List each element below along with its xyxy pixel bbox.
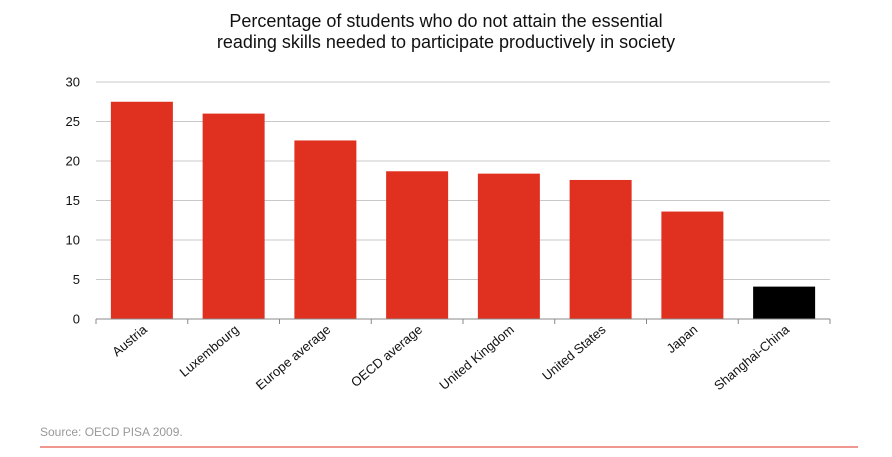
bar-oecd-average	[386, 171, 449, 319]
bars	[110, 101, 816, 319]
bar-austria	[110, 101, 173, 319]
y-tick-label: 30	[66, 75, 80, 90]
y-tick-label: 10	[66, 233, 80, 248]
bar-luxembourg	[202, 113, 265, 319]
category-label: Japan	[664, 322, 701, 356]
category-label: Austria	[109, 321, 150, 359]
bar-shanghai-china	[753, 286, 816, 319]
category-label: Luxembourg	[177, 322, 242, 380]
category-label: Europe average	[253, 322, 334, 393]
y-tick-label: 15	[66, 193, 80, 208]
category-label: United States	[539, 321, 609, 383]
chart-title-line-2: reading skills needed to participate pro…	[217, 32, 675, 52]
bar-europe-average	[294, 140, 357, 319]
category-label: Shanghai-China	[711, 321, 793, 393]
chart-title-line-1: Percentage of students who do not attain…	[229, 11, 662, 31]
chart-footer: Source: OECD PISA 2009.	[40, 425, 858, 448]
category-label: United Kingdom	[436, 322, 517, 393]
bar-united-states	[569, 179, 632, 319]
y-tick-label: 25	[66, 114, 80, 129]
y-tick-label: 5	[73, 272, 80, 287]
x-axis	[95, 318, 831, 324]
x-axis-category-labels: Austria Luxembourg Europe average OECD aver…	[109, 321, 792, 393]
y-axis-tick-labels: 0 5 10 15 20 25 30	[66, 75, 80, 327]
y-tick-label: 0	[73, 312, 80, 327]
bar-japan	[661, 211, 724, 319]
y-tick-label: 20	[66, 154, 80, 169]
bar-united-kingdom	[477, 173, 540, 319]
chart-title: Percentage of students who do not attain…	[217, 11, 675, 52]
category-label: OECD average	[348, 322, 425, 390]
source-note: Source: OECD PISA 2009.	[40, 425, 183, 439]
